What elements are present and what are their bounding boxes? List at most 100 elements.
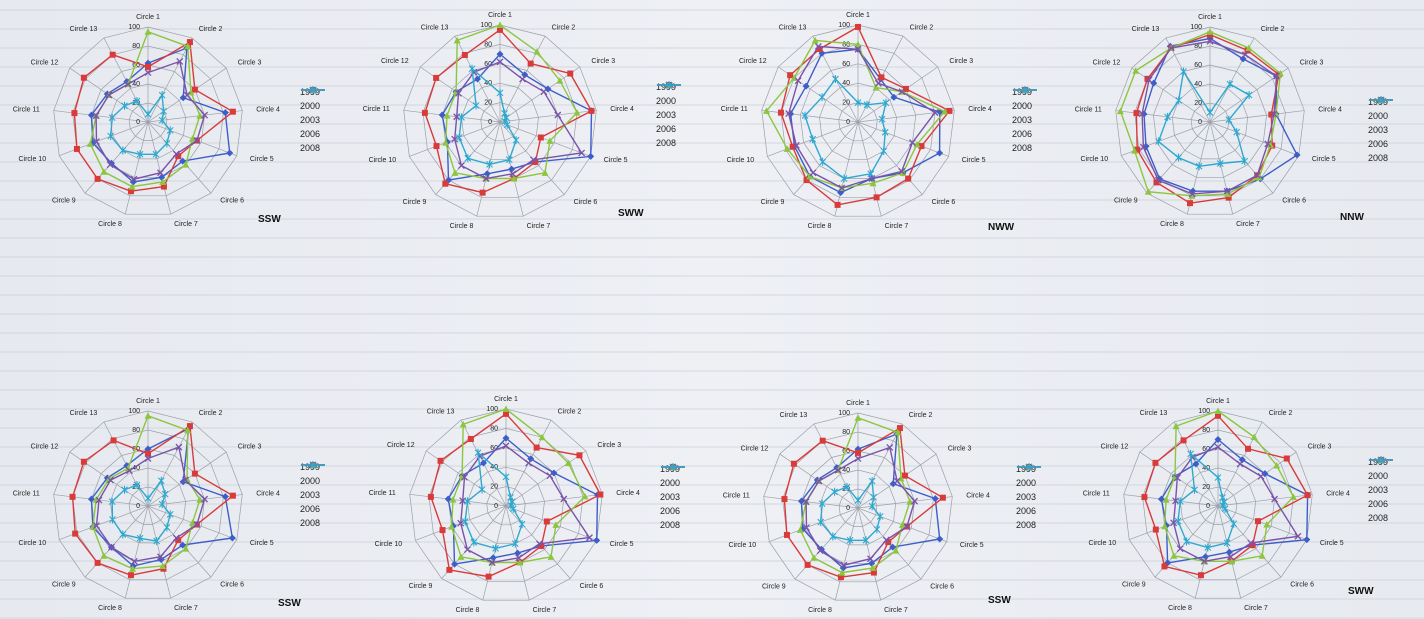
grid-ring	[428, 428, 584, 582]
spoke-label: Circle 13	[427, 408, 455, 415]
ring-tick-label: 20	[1194, 100, 1202, 107]
grid-spoke	[499, 66, 581, 123]
data-point-2003	[564, 459, 572, 467]
grid-spoke	[1194, 505, 1219, 599]
data-point-2000	[439, 527, 446, 534]
legend-entry: 2000	[1012, 87, 1037, 113]
data-point-2006	[488, 559, 496, 566]
data-point-2006	[496, 58, 504, 66]
legend-entry: 2000	[300, 87, 325, 113]
grid-ring	[1115, 26, 1305, 215]
data-point-2008	[1204, 543, 1212, 552]
spoke-label: Circle 5	[1320, 540, 1344, 547]
data-point-2006	[519, 75, 526, 83]
ring-tick-label: 20	[1202, 484, 1210, 491]
ring-tick-label: 20	[490, 484, 498, 491]
data-point-2006	[540, 88, 548, 96]
data-point-1999	[527, 455, 535, 463]
grid-spoke	[505, 450, 587, 507]
data-point-2000	[1134, 146, 1141, 153]
grid-ring	[838, 102, 878, 142]
legend-label: 2000	[1368, 111, 1389, 121]
data-point-2000	[567, 70, 574, 77]
data-point-2006	[1176, 545, 1184, 553]
ring-tick-label: 0	[136, 503, 140, 510]
data-point-2006	[175, 443, 183, 451]
data-point-2006	[144, 455, 152, 462]
data-point-2000	[783, 531, 790, 538]
data-point-2008	[144, 494, 152, 503]
data-point-2006	[463, 546, 471, 554]
data-point-1999	[221, 493, 229, 501]
data-point-2006	[157, 553, 164, 561]
data-point-1999	[444, 495, 452, 503]
legend-entry: 2003	[1368, 456, 1393, 497]
data-point-2003	[552, 521, 560, 528]
grid-spoke	[53, 494, 149, 507]
spoke-label: Circle 2	[1269, 410, 1293, 417]
legend-entry: 2003	[1016, 463, 1041, 504]
series-line-2003	[1119, 31, 1282, 197]
data-point-2006	[560, 495, 568, 503]
legend-marker	[1021, 86, 1029, 94]
data-point-1999	[1214, 436, 1222, 443]
spoke-label: Circle 5	[610, 541, 634, 548]
data-point-2006	[1236, 460, 1244, 468]
data-point-2008	[863, 100, 871, 109]
data-point-1999	[483, 170, 491, 178]
spoke-label: Circle 11	[363, 106, 390, 113]
legend-label: 2000	[660, 478, 681, 488]
series-line-2003	[444, 24, 578, 180]
data-point-2006	[93, 138, 100, 145]
data-point-2003	[1130, 147, 1138, 154]
series-line-2000	[424, 28, 593, 194]
data-point-2006	[1257, 472, 1265, 480]
spoke-label: Circle 4	[968, 106, 992, 113]
grid-spoke	[1209, 110, 1305, 123]
ring-tick-label: 80	[842, 41, 850, 48]
data-point-2003	[443, 112, 451, 119]
data-point-2006	[931, 109, 939, 117]
spoke-label: Circle 6	[930, 584, 954, 591]
data-point-2006	[457, 162, 465, 170]
grid-spoke	[147, 37, 193, 123]
data-point-2003	[1263, 521, 1271, 528]
legend-entry: 2003	[300, 86, 325, 127]
data-point-2000	[497, 26, 503, 33]
grid-spoke	[147, 121, 172, 215]
data-point-2000	[479, 189, 486, 196]
ring-tick-label: 40	[842, 467, 850, 474]
grid-spoke	[53, 110, 149, 123]
legend-entry: 2008	[656, 81, 681, 150]
data-point-1999	[1164, 559, 1172, 567]
data-point-2003	[86, 140, 94, 147]
data-point-2008	[868, 502, 876, 511]
data-point-2008	[474, 448, 482, 457]
data-point-2003	[182, 545, 190, 552]
ring-tick-label: 100	[838, 410, 850, 417]
legend-label: 2000	[1012, 101, 1033, 111]
data-point-2000	[939, 494, 946, 501]
data-point-2003	[516, 559, 524, 566]
legend-label: 2003	[656, 110, 677, 120]
data-point-2006	[882, 536, 890, 544]
spoke-label: Circle 12	[1101, 443, 1129, 450]
data-point-2008	[809, 135, 817, 144]
data-point-2008	[158, 91, 166, 100]
grid-ring	[1198, 486, 1238, 525]
data-point-2006	[834, 466, 842, 474]
grid-spoke	[59, 121, 149, 157]
data-point-2000	[855, 23, 861, 30]
data-point-2008	[819, 157, 827, 166]
data-point-2006	[898, 167, 906, 175]
spoke-label: Circle 2	[199, 410, 223, 417]
data-point-1999	[508, 165, 516, 173]
spoke-label: Circle 5	[250, 156, 274, 163]
spoke-label: Circle 7	[1236, 221, 1260, 228]
spoke-label: Circle 10	[369, 157, 397, 164]
spoke-label: Circle 6	[1282, 198, 1306, 205]
data-point-1999	[521, 71, 529, 79]
radar-chart-panel: 0 20 40 60 80 100 Circle 1 Circle 2 Circle 3 Circ…	[712, 310, 1068, 619]
